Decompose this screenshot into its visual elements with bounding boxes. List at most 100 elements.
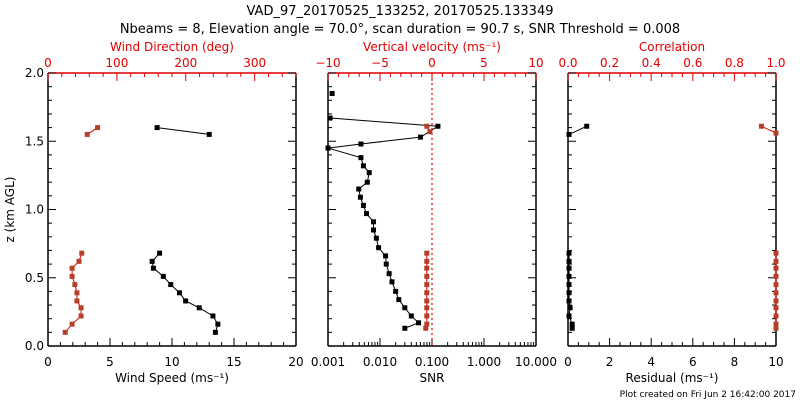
data-point <box>423 325 429 331</box>
data-point <box>424 250 430 256</box>
data-point <box>371 219 377 225</box>
data-point <box>212 329 218 335</box>
data-point <box>566 131 572 137</box>
data-point <box>168 282 174 288</box>
data-point <box>393 288 399 294</box>
series-wind-speed <box>149 125 221 335</box>
x-tick-label: 4 <box>647 355 655 369</box>
panel-wind: 0.0 0.5 1.0 1.5 2.0 z (km AGL) 0 5 10 15 20 Wind Sp… <box>3 40 304 385</box>
x-tick-label: 10.000 <box>515 355 557 369</box>
data-point <box>157 250 163 256</box>
x-tick-label: 5 <box>106 355 114 369</box>
data-point <box>566 265 572 271</box>
x-tick-label: 0.001 <box>311 355 345 369</box>
series-line <box>568 125 587 135</box>
y-axis-label: z (km AGL) <box>3 177 17 243</box>
data-point <box>424 258 430 264</box>
data-point <box>84 131 90 137</box>
x-tick-label: 0.100 <box>415 355 449 369</box>
data-point <box>584 123 590 129</box>
data-point <box>389 279 395 285</box>
data-point <box>357 194 363 200</box>
top-x-tick-label: 0.4 <box>642 56 661 70</box>
data-point <box>773 250 779 256</box>
series-line <box>151 252 219 333</box>
data-point <box>773 305 779 311</box>
data-point <box>69 321 75 327</box>
x-tick-label: 10 <box>164 355 179 369</box>
top-x-tick-label: −5 <box>371 56 389 70</box>
data-point <box>69 265 75 271</box>
data-point <box>415 320 421 326</box>
data-point <box>383 261 389 267</box>
data-point <box>76 258 82 264</box>
data-point <box>358 141 364 147</box>
data-point <box>424 298 430 304</box>
data-point <box>360 163 366 169</box>
data-point <box>402 305 408 311</box>
data-point <box>74 298 80 304</box>
data-point <box>376 245 382 251</box>
data-point <box>150 265 156 271</box>
data-point <box>424 313 430 319</box>
data-point <box>402 325 408 331</box>
top-x-tick-label: 5 <box>480 56 488 70</box>
data-point <box>773 325 779 331</box>
x-tick-label: 2 <box>606 355 614 369</box>
x-tick-label: 0 <box>44 355 52 369</box>
data-point <box>160 273 166 279</box>
x-tick-label: 0 <box>564 355 572 369</box>
data-point <box>569 325 575 331</box>
data-point <box>69 273 75 279</box>
series-line <box>157 127 210 135</box>
title-line-1: VAD_97_20170525_133252, 20170525.133349 <box>247 4 554 19</box>
data-point <box>371 227 377 233</box>
x-tick-label: 8 <box>731 355 739 369</box>
top-x-tick-label: 0.0 <box>558 56 577 70</box>
data-point <box>566 298 572 304</box>
series-wind-direction <box>62 125 101 335</box>
data-point <box>183 298 189 304</box>
series-residual <box>566 123 590 331</box>
data-point <box>566 290 572 296</box>
data-point <box>356 186 362 192</box>
data-point <box>773 290 779 296</box>
x-tick-label: 6 <box>689 355 697 369</box>
data-point <box>758 123 764 129</box>
series-vertical-velocity <box>423 123 433 331</box>
top-x-tick-label: 0 <box>44 56 52 70</box>
top-x-axis-label: Correlation <box>639 40 705 54</box>
plot-created-footer: Plot created on Fri Jun 2 16:42:00 2017 <box>620 390 796 400</box>
panel-residual: 0 2 4 6 8 10 Residual (ms⁻¹) 0.0 0.2 0.4 0.6 0.8 1.0… <box>558 40 785 385</box>
data-point <box>215 321 221 327</box>
data-point <box>154 125 160 131</box>
data-point <box>773 282 779 288</box>
data-point <box>325 145 331 151</box>
x-tick-label: 1.000 <box>467 355 501 369</box>
x-tick-label: 10 <box>768 355 783 369</box>
x-axis-label: Residual (ms⁻¹) <box>626 371 719 385</box>
data-point <box>78 313 84 319</box>
data-point <box>373 235 379 241</box>
data-point <box>176 290 182 296</box>
x-axis-label: SNR <box>420 371 445 385</box>
data-point <box>396 297 402 303</box>
top-x-tick-label: 1.0 <box>766 56 785 70</box>
data-point <box>773 265 779 271</box>
top-x-tick-label: 100 <box>105 56 128 70</box>
data-point <box>363 211 369 217</box>
y-tick-label: 2.0 <box>25 66 44 80</box>
data-point <box>773 273 779 279</box>
data-point <box>424 290 430 296</box>
x-tick-label: 0.010 <box>363 355 397 369</box>
panel-snr: 0.001 0.010 0.100 1.000 10.000 SNR −10 −5 0 5 10 Ve… <box>311 40 557 385</box>
top-x-tick-label: 0.8 <box>725 56 744 70</box>
data-point <box>79 250 85 256</box>
data-point <box>74 290 80 296</box>
data-point <box>424 282 430 288</box>
x-axis-label: Wind Speed (ms⁻¹) <box>115 371 229 385</box>
data-point <box>424 321 430 327</box>
y-tick-label: 0.5 <box>25 271 44 285</box>
data-point <box>360 202 366 208</box>
